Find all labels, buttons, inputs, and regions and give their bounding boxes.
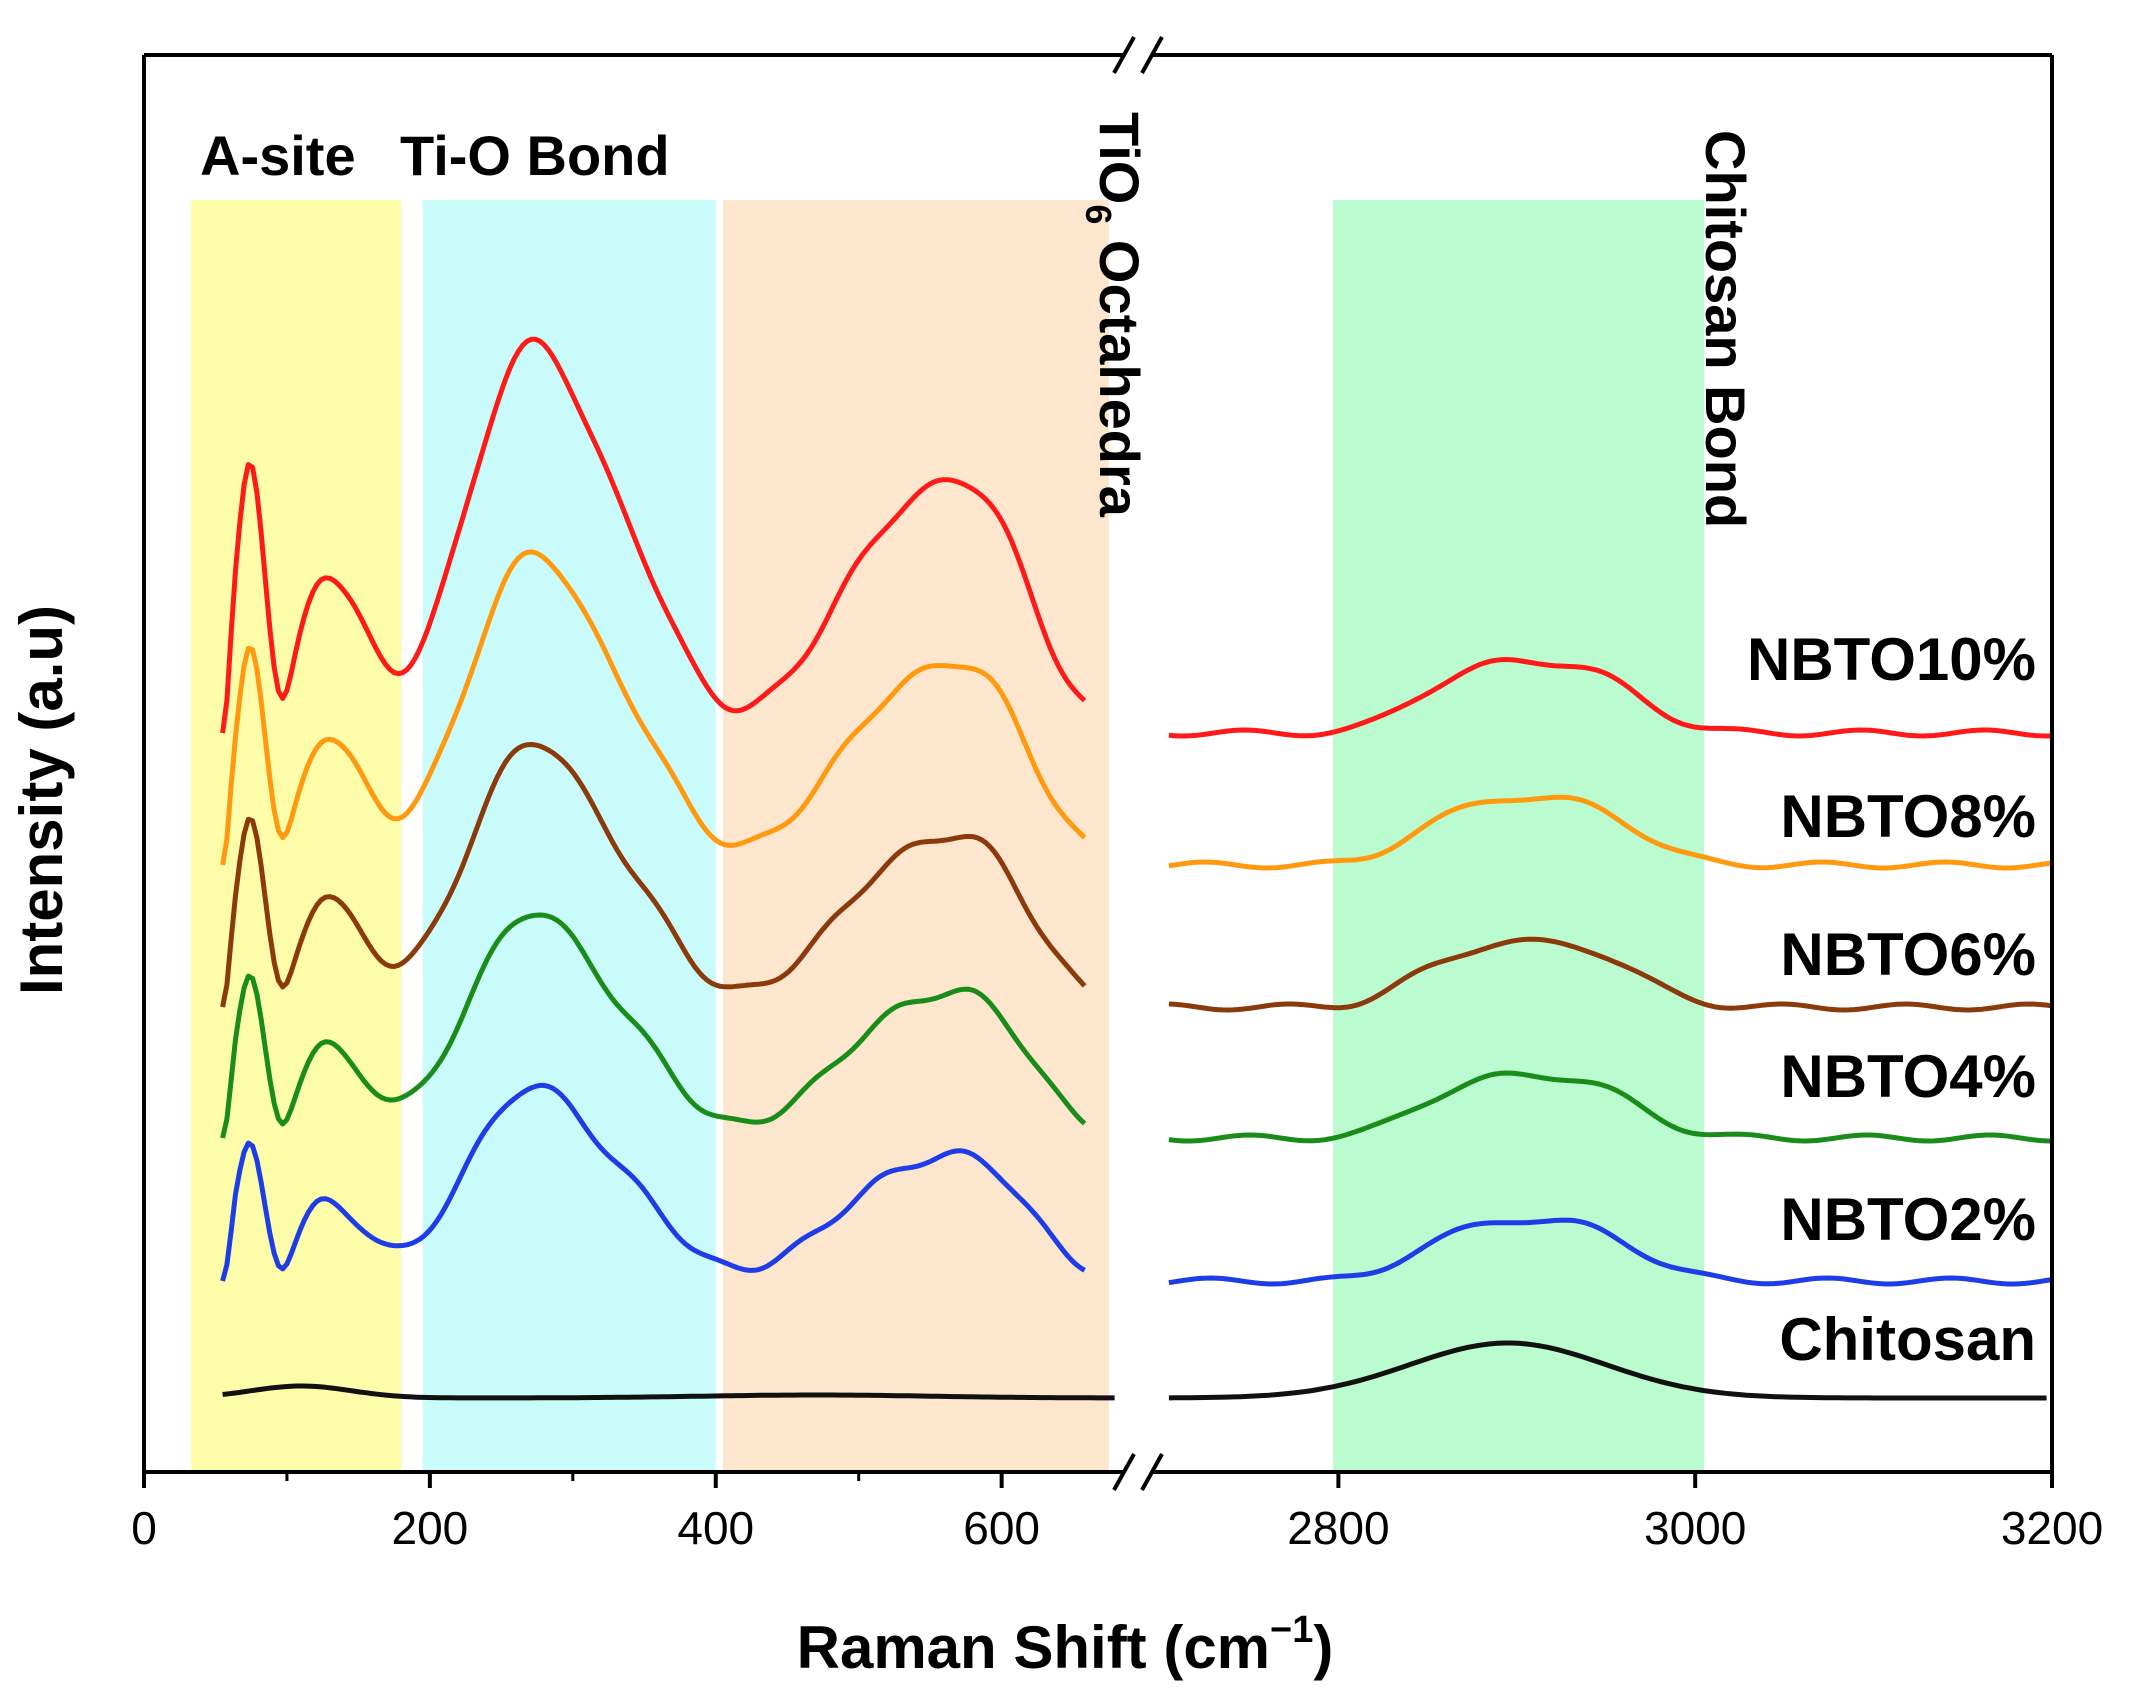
series-line-Chitosan-left	[222, 1383, 1115, 1401]
series-line-NBTO8%-left	[220, 549, 1087, 866]
axis-break-mark	[1112, 36, 1136, 74]
series-line-Chitosan-right	[1168, 1340, 2047, 1401]
region-label-a-site: A-site	[200, 124, 356, 187]
x-tick-label: 200	[392, 1502, 469, 1554]
region-0	[191, 200, 402, 1472]
series-line-NBTO2%-left	[220, 1082, 1086, 1282]
series-label-NBTO2%: NBTO2%	[1780, 1186, 2036, 1253]
region-label-ti-o-bond: Ti-O Bond	[400, 124, 670, 187]
annotations: A-site Ti-O Bond TiO6 Octahedra Chitosan Bo…	[200, 112, 2036, 1373]
series-line-NBTO4%-left	[220, 912, 1087, 1139]
series-lines	[220, 336, 2053, 1401]
region-2	[722, 200, 1109, 1472]
series-line-NBTO10%-left	[220, 336, 1087, 734]
series-line-NBTO10%-right	[1168, 657, 2053, 739]
x-tick-label: 3200	[2001, 1502, 2103, 1554]
region-3	[1333, 200, 1705, 1472]
plot-frame	[142, 36, 2054, 1491]
x-tick-label: 2800	[1287, 1502, 1389, 1554]
x-tick-label: 0	[131, 1502, 157, 1554]
x-axis-label: Raman Shift (cm−1)	[797, 1609, 1334, 1681]
axis-break-mark	[1140, 36, 1164, 74]
axis-break-mark	[1140, 1453, 1164, 1491]
shaded-regions	[191, 200, 1705, 1472]
series-line-NBTO2%-right	[1168, 1217, 2053, 1287]
series-line-NBTO8%-right	[1168, 794, 2053, 871]
y-axis-label: Intensity (a.u)	[8, 605, 75, 995]
axis-break-mark	[1112, 1453, 1136, 1491]
x-tick-label: 600	[963, 1502, 1040, 1554]
series-line-NBTO6%-right	[1168, 936, 2053, 1013]
region-label-chitosan-bond: Chitosan Bond	[1694, 130, 1757, 528]
series-line-NBTO4%-right	[1168, 1070, 2053, 1144]
series-label-NBTO6%: NBTO6%	[1780, 921, 2036, 988]
x-tick-label: 400	[677, 1502, 754, 1554]
series-label-NBTO8%: NBTO8%	[1780, 783, 2036, 850]
x-tick-label: 3000	[1644, 1502, 1746, 1554]
series-label-NBTO4%: NBTO4%	[1780, 1043, 2036, 1110]
series-line-NBTO6%-left	[220, 742, 1087, 1008]
series-label-Chitosan: Chitosan	[1779, 1306, 2036, 1373]
region-label-tio6-octahedra: TiO6 Octahedra	[1078, 112, 1151, 518]
series-label-NBTO10%: NBTO10%	[1747, 626, 2036, 693]
axis-ticks: 0 200 400 600 2800 3000 3200	[131, 1472, 2103, 1554]
